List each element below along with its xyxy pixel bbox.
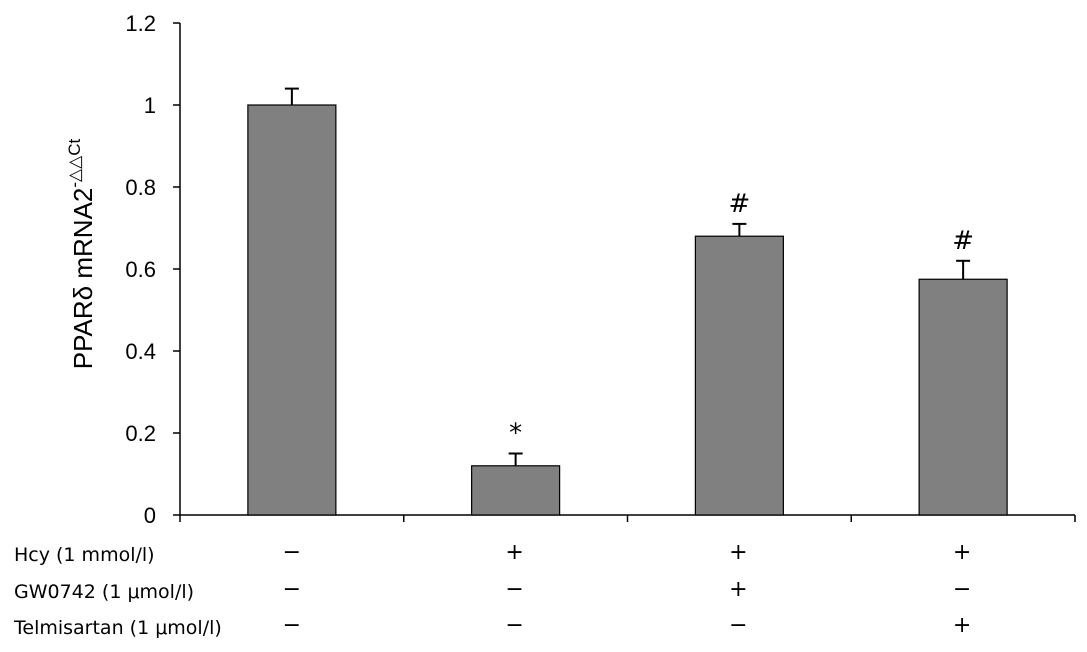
bar: [918, 278, 1008, 516]
condition-sign: −: [505, 577, 523, 602]
condition-label: Hcy (1 mmol/l): [14, 544, 155, 566]
significance-annotation: *: [509, 419, 522, 449]
y-tick-label: 0.4: [125, 339, 156, 364]
condition-sign: −: [283, 577, 301, 602]
condition-label: GW0742 (1 μmol/l): [14, 581, 194, 603]
bar: [471, 465, 561, 516]
condition-sign: −: [505, 613, 523, 638]
chart-labels: PPARδ mRNA2-△△Ct * # #: [65, 139, 974, 449]
condition-table: Hcy (1 mmol/l) − + + + GW0742 (1 μmol/l) − − + − T…: [13, 540, 971, 639]
bar: [247, 104, 337, 516]
chart-bars: [247, 87, 1008, 516]
y-axis-label: PPARδ mRNA2-△△Ct: [65, 139, 98, 370]
y-tick-label: 0.6: [125, 257, 156, 282]
condition-sign: −: [283, 540, 301, 565]
y-tick-label: 1.2: [125, 11, 156, 36]
condition-sign: +: [953, 613, 971, 638]
condition-sign: −: [729, 613, 747, 638]
condition-sign: +: [505, 540, 523, 565]
significance-annotation: #: [728, 189, 750, 219]
y-tick-label: 0.2: [125, 421, 156, 446]
y-tick-label: 1: [144, 93, 156, 118]
bar: [694, 235, 784, 516]
significance-annotation: #: [952, 226, 974, 256]
y-tick-label: 0.8: [125, 175, 156, 200]
condition-sign: +: [953, 540, 971, 565]
condition-sign: +: [729, 540, 747, 565]
condition-sign: −: [953, 577, 971, 602]
condition-sign: +: [729, 577, 747, 602]
condition-sign: −: [283, 613, 301, 638]
y-tick-label: 0: [144, 503, 156, 528]
condition-label: Telmisartan (1 μmol/l): [13, 617, 222, 639]
